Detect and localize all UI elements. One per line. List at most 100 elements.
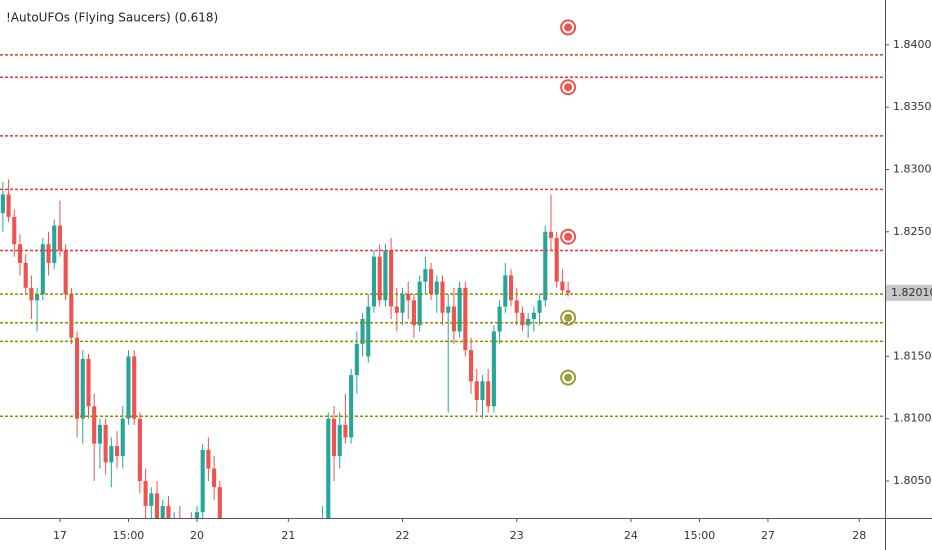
candle-body: [446, 306, 451, 313]
y-tick-label: 1.83000: [893, 162, 932, 175]
candle-body: [457, 287, 462, 332]
candle-body: [17, 244, 23, 263]
candle-body: [120, 418, 125, 457]
candle-body: [440, 281, 445, 313]
candle-body: [86, 358, 91, 407]
y-tick-label: 1.84000: [893, 38, 932, 51]
candle-body: [486, 381, 491, 407]
candle-body: [212, 468, 217, 488]
candle-body: [63, 250, 68, 295]
candle-body: [200, 449, 205, 513]
candle-body: [57, 225, 63, 251]
chart-title: !AutoUFOs (Flying Saucers) (0.618): [6, 11, 218, 25]
candle-body: [126, 356, 131, 419]
marker-dot: [564, 23, 573, 32]
x-tick-label: 15:00: [113, 529, 145, 542]
candle-body: [23, 262, 28, 288]
candle-body: [406, 294, 411, 301]
candle-body: [400, 294, 405, 313]
marker-dot: [564, 373, 573, 382]
candle-body: [543, 231, 548, 301]
candle-body: [429, 269, 434, 295]
x-tick-label: 15:00: [684, 529, 716, 542]
y-tick-label: 1.83500: [893, 100, 932, 113]
candle-body: [149, 493, 154, 506]
candle-body: [394, 306, 399, 313]
candle-body: [451, 306, 456, 332]
candle-body: [349, 375, 354, 438]
candle-body: [531, 312, 536, 319]
candle-body: [337, 424, 342, 457]
candle-body: [366, 306, 371, 357]
candle-body: [417, 281, 422, 326]
candle-body: [503, 275, 508, 307]
x-tick-label: 21: [281, 529, 295, 542]
x-tick-label: 23: [510, 529, 524, 542]
candle-body: [114, 446, 120, 457]
marker-ring: [560, 79, 577, 96]
x-tick-label: 24: [624, 529, 638, 542]
candle-body: [434, 281, 439, 295]
marker-dot: [564, 232, 573, 241]
y-tick-label: 1.80500: [893, 474, 932, 487]
candle-body: [560, 281, 565, 291]
candle-body: [75, 337, 80, 419]
marker-dot: [564, 313, 573, 322]
candle-body: [69, 294, 74, 338]
candle-body: [132, 356, 137, 419]
candle-body: [371, 256, 377, 307]
x-tick-label: 27: [761, 529, 775, 542]
plot: [0, 19, 885, 518]
candle-body: [206, 449, 211, 469]
candle-body: [491, 331, 496, 407]
candle-body: [40, 244, 45, 295]
candle-body: [354, 343, 359, 376]
candle-body: [160, 505, 165, 518]
x-tick-label: 28: [852, 529, 866, 542]
candle-body: [514, 300, 519, 313]
candle-body: [548, 231, 554, 239]
candle-body: [166, 505, 171, 518]
candle-body: [360, 318, 365, 344]
candle-body: [80, 358, 85, 419]
candle-body: [411, 300, 417, 326]
x-tick-label: 17: [53, 529, 67, 542]
candle-body: [143, 480, 148, 506]
marker-ring: [560, 369, 577, 386]
candle-body: [389, 250, 394, 307]
candle-body: [463, 287, 468, 351]
candle-body: [383, 250, 388, 301]
candle-body: [423, 269, 428, 282]
candle-body: [46, 244, 51, 263]
last-price-box: [886, 284, 932, 301]
candle-body: [343, 424, 348, 438]
candle-body: [109, 446, 114, 463]
candle-body: [92, 406, 97, 444]
x-tick-label: 20: [190, 529, 204, 542]
candle-body: [194, 512, 200, 518]
candle-body: [154, 493, 160, 518]
candle-body: [6, 194, 11, 217]
candle-body: [331, 418, 337, 457]
marker-ring: [560, 228, 577, 245]
candle-body: [0, 194, 5, 214]
marker-ring: [560, 19, 577, 36]
candle-body: [554, 238, 559, 282]
candle-body: [566, 290, 571, 293]
candle-body: [537, 300, 542, 313]
y-tick-label: 1.81000: [893, 412, 932, 425]
y-tick-label: 1.82500: [893, 225, 932, 238]
candle-body: [526, 318, 531, 326]
candle-body: [497, 306, 502, 332]
candle-body: [474, 381, 479, 400]
last-price-label: 1.82010: [891, 286, 932, 299]
candle-body: [103, 424, 108, 463]
candle-body: [326, 418, 331, 518]
candle-body: [480, 381, 485, 400]
candle-body: [217, 487, 222, 518]
marker-ring: [560, 309, 577, 326]
candle-body: [377, 256, 382, 301]
y-tick-label: 1.81500: [893, 349, 932, 362]
candle-body: [52, 225, 57, 263]
